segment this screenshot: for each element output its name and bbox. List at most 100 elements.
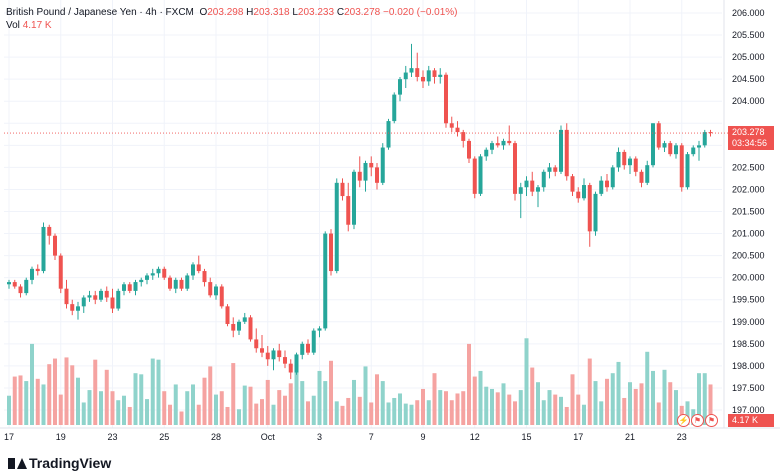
candle-body xyxy=(145,275,149,280)
price-tick-label: 202.000 xyxy=(732,184,765,194)
candle-body xyxy=(133,282,138,291)
candle-body xyxy=(237,321,241,331)
time-tick-label: 28 xyxy=(211,432,221,442)
flag-icon[interactable]: ⚑ xyxy=(691,414,704,427)
lightning-icon[interactable]: ⚡ xyxy=(677,414,690,427)
volume-bar xyxy=(564,406,569,425)
candle-body xyxy=(605,180,609,188)
time-axis[interactable]: 17 19 23 25 28 Oct 3 7 9 12 15 17 21 23 xyxy=(4,432,687,442)
price-axis[interactable]: 206.000 205.500 205.000 204.500 204.000 202.5… xyxy=(732,8,765,415)
legend-header: British Pound / Japanese Yen · 4h · FXCM… xyxy=(6,6,458,32)
volume-bar xyxy=(70,365,75,425)
volume-bar xyxy=(265,379,270,425)
volume-badge: 4.17 K xyxy=(728,414,774,427)
flag-icon[interactable]: ⚑ xyxy=(705,414,718,427)
volume-bar xyxy=(202,377,207,425)
volume-bar xyxy=(18,375,23,425)
time-tick-label: 17 xyxy=(573,432,583,442)
volume-bar xyxy=(277,390,282,425)
volume-bar xyxy=(375,374,379,425)
volume-bar xyxy=(495,392,500,425)
candle-body xyxy=(369,162,374,168)
volume-bar xyxy=(513,401,517,425)
volume-bar xyxy=(685,401,690,425)
candle-body xyxy=(380,147,385,183)
candle-body xyxy=(110,297,115,309)
time-tick-label: 23 xyxy=(107,432,117,442)
candle-body xyxy=(231,323,236,331)
candle-body xyxy=(7,282,11,285)
volume-bar xyxy=(656,402,661,425)
symbol-title[interactable]: British Pound / Japanese Yen · 4h · FXCM xyxy=(6,7,194,18)
volume-bar xyxy=(415,400,420,425)
volume-bar xyxy=(616,361,621,425)
candle-body xyxy=(668,143,673,155)
candle-body xyxy=(87,295,92,298)
volume-bar xyxy=(145,399,149,425)
candle-body xyxy=(685,154,690,188)
volume-bar xyxy=(386,402,391,425)
volume-bar xyxy=(409,404,414,425)
volume-bar xyxy=(317,370,322,425)
volume-bar xyxy=(323,381,328,425)
candle-body xyxy=(18,286,23,294)
volume-bar xyxy=(352,379,356,425)
price-tick-label: 198.500 xyxy=(732,339,765,349)
tradingview-logo[interactable]: TradingView xyxy=(8,455,111,471)
candle-body xyxy=(214,286,218,296)
last-price-badge: 203.278 03:34:56 xyxy=(728,126,774,151)
candle-body xyxy=(564,129,569,177)
candle-body xyxy=(53,235,57,256)
candle-body xyxy=(127,284,132,291)
volume-bar xyxy=(455,393,460,425)
volume-bar xyxy=(524,338,529,425)
candle-body xyxy=(593,193,598,232)
volume-bar xyxy=(467,343,471,425)
time-tick-label: 25 xyxy=(159,432,169,442)
volume-bar xyxy=(162,391,167,425)
volume-value: 4.17 K xyxy=(22,20,52,31)
candle-body xyxy=(513,143,517,194)
volume-bar xyxy=(651,370,655,425)
time-tick-label: 19 xyxy=(56,432,66,442)
price-tick-label: 200.000 xyxy=(732,273,765,283)
volume-bar xyxy=(179,411,184,425)
volume-bar xyxy=(53,358,57,425)
candle-body xyxy=(702,132,707,146)
price-tick-label: 202.500 xyxy=(732,162,765,172)
price-tick-label: 197.500 xyxy=(732,383,765,393)
volume-bar xyxy=(559,396,563,425)
volume-bar xyxy=(329,360,333,425)
volume-bar xyxy=(599,401,604,425)
candle-body xyxy=(587,185,592,232)
volume-bar xyxy=(346,397,351,425)
candle-body xyxy=(507,140,512,144)
volume-bar xyxy=(610,373,615,425)
volume-bar xyxy=(421,388,425,425)
volume-bar xyxy=(30,343,34,425)
price-tick-label: 201.000 xyxy=(732,229,765,239)
volume-bar xyxy=(168,404,172,425)
volume-bar xyxy=(294,354,299,425)
volume-bar xyxy=(461,391,466,425)
open-value: 203.298 xyxy=(207,7,244,18)
candle-body xyxy=(317,328,322,331)
volume-bar xyxy=(674,390,678,425)
volume-bar xyxy=(219,391,224,425)
volume-bar xyxy=(208,366,213,425)
volume-bar xyxy=(369,402,374,425)
event-icons[interactable]: ⚡ ⚑ ⚑ xyxy=(677,410,719,428)
volume-bar xyxy=(173,384,178,425)
volume-bar xyxy=(587,358,592,425)
candle-body xyxy=(478,156,483,194)
candle-body xyxy=(219,286,224,307)
volume-bar xyxy=(444,391,448,425)
volume-bar xyxy=(449,400,454,425)
volume-bar xyxy=(605,378,609,425)
high-value: 203.318 xyxy=(253,7,290,18)
candle-body xyxy=(64,288,69,305)
candle-body xyxy=(570,176,575,192)
candle-body xyxy=(122,284,126,291)
candle-body xyxy=(93,295,98,300)
